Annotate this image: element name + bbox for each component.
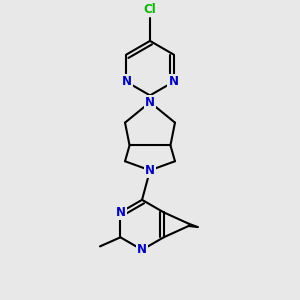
- Text: N: N: [145, 96, 155, 109]
- Text: Cl: Cl: [144, 3, 156, 16]
- Text: N: N: [169, 75, 178, 88]
- Text: N: N: [116, 206, 125, 219]
- Text: N: N: [122, 75, 131, 88]
- Text: N: N: [137, 243, 147, 256]
- Text: N: N: [145, 164, 155, 177]
